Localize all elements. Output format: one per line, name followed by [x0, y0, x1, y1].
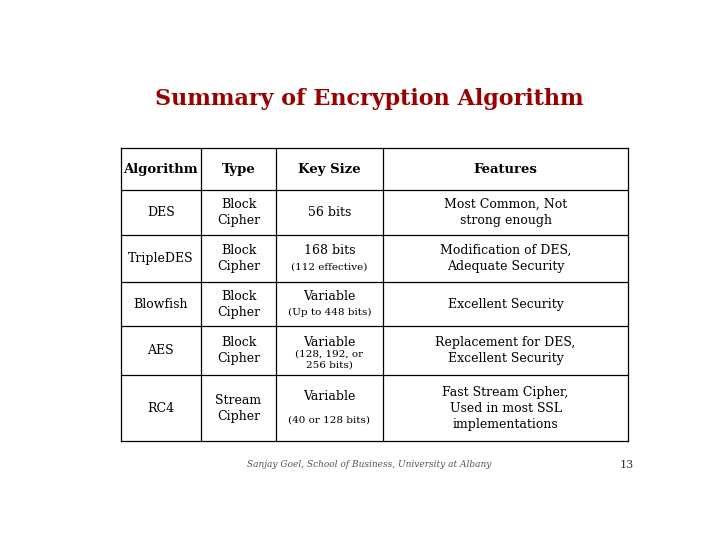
Text: Most Common, Not
strong enough: Most Common, Not strong enough [444, 198, 567, 227]
Text: Block
Cipher: Block Cipher [217, 244, 260, 273]
Text: 168 bits: 168 bits [304, 244, 355, 256]
Text: Key Size: Key Size [298, 163, 361, 176]
Text: Excellent Security: Excellent Security [448, 298, 564, 310]
Text: RC4: RC4 [148, 402, 174, 415]
Text: Block
Cipher: Block Cipher [217, 336, 260, 366]
Text: TripleDES: TripleDES [128, 252, 194, 265]
Text: Variable: Variable [303, 390, 356, 403]
Text: Sanjay Goel, School of Business, University at Albany: Sanjay Goel, School of Business, Univers… [247, 460, 491, 469]
Text: (128, 192, or
256 bits): (128, 192, or 256 bits) [295, 350, 364, 369]
Text: Variable: Variable [303, 289, 356, 302]
Text: (112 effective): (112 effective) [291, 262, 368, 271]
Text: Fast Stream Cipher,
Used in most SSL
implementations: Fast Stream Cipher, Used in most SSL imp… [442, 386, 569, 431]
Text: Algorithm: Algorithm [124, 163, 198, 176]
Text: 13: 13 [620, 460, 634, 470]
Text: Blowfish: Blowfish [133, 298, 188, 310]
Text: Replacement for DES,
Excellent Security: Replacement for DES, Excellent Security [436, 336, 576, 366]
Text: Features: Features [474, 163, 538, 176]
Text: (Up to 448 bits): (Up to 448 bits) [287, 308, 371, 316]
Text: DES: DES [147, 206, 175, 219]
Text: Block
Cipher: Block Cipher [217, 289, 260, 319]
Text: Block
Cipher: Block Cipher [217, 198, 260, 227]
Text: (40 or 128 bits): (40 or 128 bits) [289, 415, 370, 424]
Text: Stream
Cipher: Stream Cipher [215, 394, 261, 423]
Text: Summary of Encryption Algorithm: Summary of Encryption Algorithm [155, 87, 583, 110]
Text: AES: AES [148, 345, 174, 357]
Text: 56 bits: 56 bits [307, 206, 351, 219]
Text: Modification of DES,
Adequate Security: Modification of DES, Adequate Security [440, 244, 571, 273]
Text: Variable: Variable [303, 335, 356, 348]
Text: Type: Type [222, 163, 256, 176]
